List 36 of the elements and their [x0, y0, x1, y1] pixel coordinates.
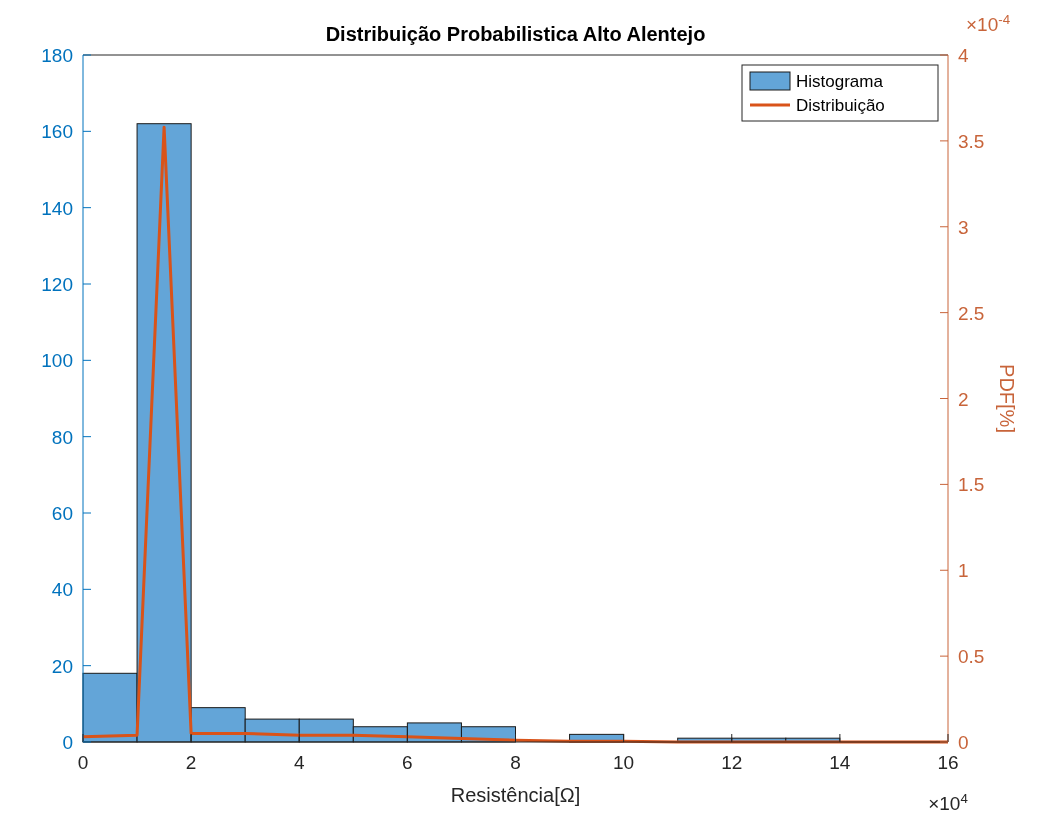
x-tick-label: 14: [829, 752, 851, 773]
y2-axis-title: PDF[%]: [996, 364, 1018, 433]
y2-tick-label: 1.5: [958, 474, 985, 496]
y-tick-label: 60: [51, 503, 73, 524]
x-tick-label: 2: [185, 752, 197, 773]
x-axis-title: Resistência[Ω]: [450, 784, 581, 806]
y-tick-label: 140: [41, 197, 73, 219]
y2-tick-label: 0: [958, 732, 969, 753]
y-tick-label: 80: [51, 426, 73, 448]
y-tick-label: 120: [41, 274, 73, 295]
y-tick-label: 0: [62, 732, 73, 753]
y2-tick-label: 2: [958, 388, 969, 410]
y-tick-label: 160: [41, 121, 73, 143]
x-tick-label: 12: [721, 752, 743, 773]
x-tick-label: 10: [613, 752, 635, 773]
y-tick-label: 20: [51, 655, 73, 677]
legend-label: Distribuição: [796, 96, 885, 115]
chart-title: Distribuição Probabilistica Alto Alentejo: [325, 23, 706, 45]
x-tick-label: 6: [402, 752, 413, 773]
x-tick-label: 16: [937, 752, 959, 773]
y2-tick-label: 3.5: [958, 130, 985, 152]
y2-tick-label: 0.5: [958, 646, 985, 668]
text: ×10$^{4}$: [928, 790, 968, 814]
y-tick-label: 40: [51, 579, 73, 601]
y2-tick-label: 2.5: [958, 302, 985, 324]
y-tick-label: 180: [41, 45, 73, 66]
legend-label: Histograma: [796, 72, 884, 91]
x-tick-label: 4: [293, 752, 305, 773]
y2-tick-label: 3: [958, 216, 969, 238]
text: ×10$^{-4}$: [965, 11, 1011, 35]
y2-tick-label: 4: [958, 45, 969, 66]
y2-tick-label: 1: [958, 560, 969, 582]
y-tick-label: 100: [41, 350, 73, 372]
x-tick-label: 0: [77, 752, 89, 773]
line-series: [81, 125, 950, 744]
x-tick-label: 8: [510, 752, 521, 773]
